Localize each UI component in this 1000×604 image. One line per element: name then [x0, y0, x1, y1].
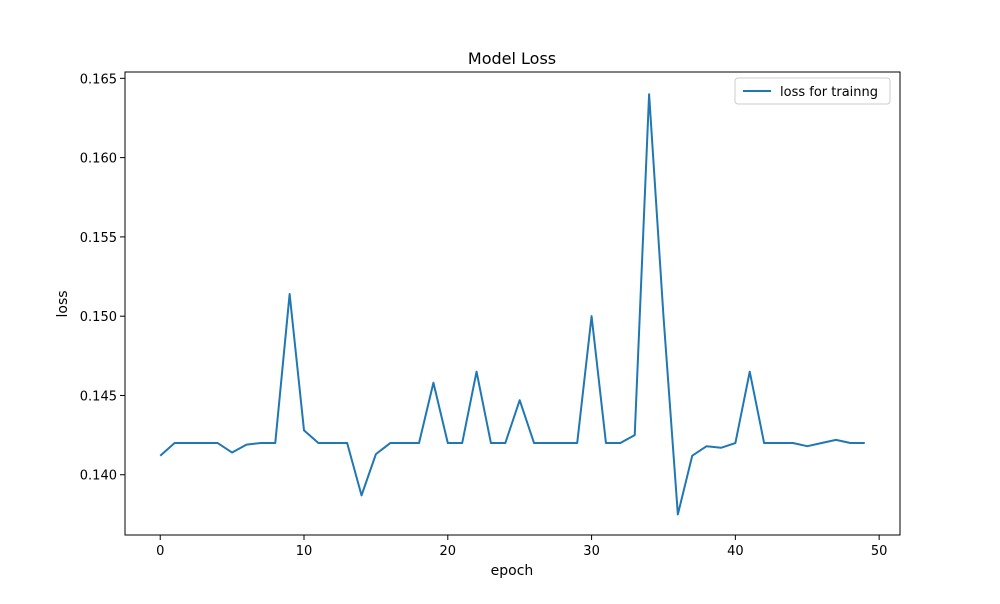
plot-area	[125, 72, 900, 535]
series-line-0	[159, 93, 865, 516]
axes-layer: 0 10 20 30 40 50 0.140 0.145 0.150 0.155 0.160 0.16…	[80, 71, 901, 559]
x-tick-label: 20	[440, 544, 457, 559]
x-axis-label: epoch	[491, 563, 534, 579]
x-tick-label: 50	[871, 544, 888, 559]
y-tick-label: 0.160	[80, 152, 117, 167]
y-tick-label: 0.140	[80, 469, 117, 484]
y-tick-label: 0.150	[80, 310, 117, 325]
legend-label: loss for trainng	[780, 85, 878, 100]
x-tick-label: 30	[583, 544, 600, 559]
legend: loss for trainng	[734, 77, 891, 105]
x-tick-label: 10	[296, 544, 313, 559]
chart-title: Model Loss	[468, 49, 556, 68]
x-tick-label: 0	[156, 544, 164, 559]
y-tick-label: 0.145	[80, 389, 117, 404]
series-layer	[159, 93, 865, 516]
legend-box	[734, 77, 891, 105]
axes-frame	[124, 71, 901, 536]
x-tick-label: 40	[727, 544, 744, 559]
y-tick-label: 0.155	[80, 231, 117, 246]
y-tick-label: 0.165	[80, 72, 117, 87]
y-axis-label: loss	[55, 290, 71, 317]
